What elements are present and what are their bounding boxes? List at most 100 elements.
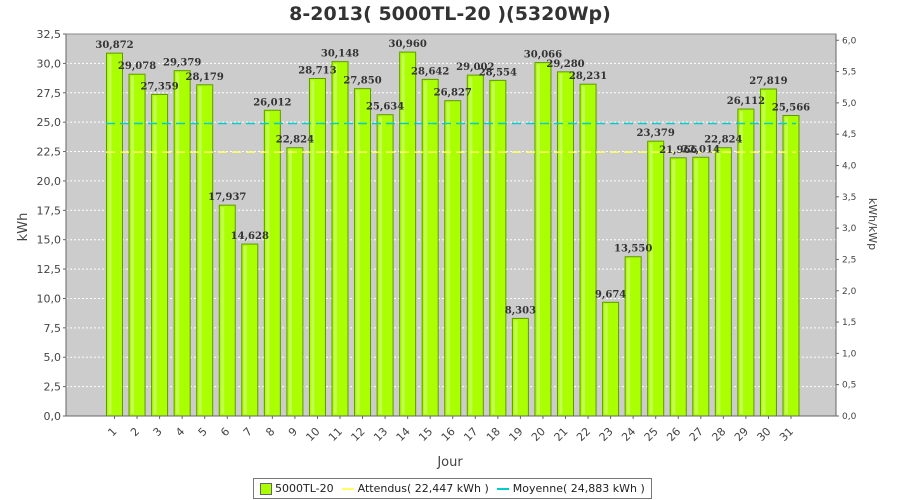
y-tick-label: 2,5	[44, 381, 62, 394]
x-tick-label: 27	[687, 425, 706, 444]
y-tick-label: 12,5	[37, 263, 62, 276]
legend-swatch	[260, 482, 272, 495]
reference-lines	[106, 122, 796, 153]
x-tick-label: 7	[241, 425, 255, 439]
data-label: 28,554	[479, 67, 517, 78]
y-tick-label: 30,0	[37, 57, 62, 70]
x-tick-label: 28	[709, 425, 728, 444]
bar-highlight	[288, 149, 292, 414]
bar-highlight	[762, 91, 766, 415]
legend-swatch-moyenne	[496, 487, 509, 490]
data-label: 21,966	[659, 145, 697, 156]
bar-highlight	[469, 77, 473, 414]
bar-highlight	[785, 117, 788, 415]
data-label: 27,850	[343, 76, 381, 87]
y-tick-label: 17,5	[37, 204, 62, 217]
bar-highlight	[311, 80, 315, 415]
x-tick-label: 5	[196, 425, 210, 439]
data-label: 28,231	[569, 71, 607, 82]
data-label: 22,824	[704, 135, 742, 146]
bar-highlight	[559, 73, 563, 414]
data-label: 25,566	[772, 103, 810, 114]
data-label: 22,824	[276, 135, 314, 146]
bar-highlight	[649, 143, 653, 414]
data-label: 30,066	[524, 50, 562, 61]
legend-label-series: 5000TL-20	[275, 482, 334, 495]
data-label: 30,872	[95, 40, 133, 51]
y-tick-label: 32,5	[37, 28, 62, 41]
bar-highlight	[266, 112, 270, 414]
bar-highlight	[153, 96, 157, 415]
y2-tick-label: 2,0	[842, 287, 857, 297]
bar-highlight	[536, 64, 540, 415]
x-tick-label: 2	[128, 425, 142, 439]
data-label: 30,960	[389, 39, 427, 50]
data-label: 26,112	[727, 96, 765, 107]
y-axis-label: kWh	[16, 213, 31, 242]
x-tick-label: 31	[777, 425, 796, 444]
data-label: 28,642	[411, 66, 449, 77]
y-tick-label: 10,0	[37, 292, 62, 305]
y-tick-label: 15,0	[37, 234, 62, 247]
legend: 5000TL-20 Attendus( 22,447 kWh ) Moyenne…	[253, 478, 652, 499]
x-tick-label: 22	[574, 425, 593, 444]
bar-highlight	[604, 304, 608, 414]
bar-highlight	[221, 207, 225, 414]
bars	[106, 51, 800, 417]
legend-swatch-attendus	[341, 487, 354, 490]
x-tick-label: 24	[619, 425, 638, 444]
legend-item-moyenne: Moyenne( 24,883 kWh )	[496, 482, 645, 495]
data-label: 25,634	[366, 102, 404, 113]
bar-highlight	[424, 81, 428, 414]
data-labels: 30,872 29,078 27,359 29,379 28,179 17,937 14,6…	[95, 39, 810, 316]
y-tick-label: 27,5	[37, 87, 62, 100]
y-axis: 0,0 2,5 5,0 7,5 10,0 12,5 15,0 17,5 20,0 22,5 25,0…	[37, 28, 67, 423]
data-label: 28,179	[186, 72, 224, 83]
bar-highlight	[401, 54, 405, 414]
bar-highlight	[198, 86, 202, 415]
y2-tick-label: 4,0	[842, 162, 857, 172]
x-tick-label: 18	[484, 425, 503, 444]
x-tick-label: 29	[732, 425, 751, 444]
x-tick-label: 1	[105, 425, 119, 439]
data-label: 8,303	[505, 305, 536, 316]
y2-tick-label: 5,0	[842, 99, 857, 109]
data-label: 30,148	[321, 49, 359, 60]
x-tick-label: 6	[218, 425, 232, 439]
x-tick-label: 8	[263, 425, 277, 439]
data-label: 29,379	[163, 58, 201, 69]
x-tick-label: 23	[597, 425, 616, 444]
data-label: 28,713	[298, 66, 336, 77]
data-label: 27,359	[140, 81, 178, 92]
bar-highlight	[108, 55, 112, 415]
x-tick-label: 3	[151, 425, 165, 439]
x-tick-label: 9	[286, 425, 300, 439]
bar-highlight	[694, 159, 698, 414]
x-tick-label: 13	[371, 425, 390, 444]
y2-tick-label: 3,0	[842, 224, 857, 234]
y2-tick-label: 4,5	[842, 130, 856, 140]
data-label: 27,819	[749, 76, 787, 87]
y-tick-label: 5,0	[44, 351, 62, 364]
x-tick-label: 20	[529, 425, 548, 444]
x-axis-label: Jour	[436, 455, 463, 470]
y2-tick-label: 3,5	[842, 193, 856, 203]
data-label: 26,012	[253, 97, 291, 108]
x-tick-label: 19	[506, 425, 525, 444]
y2-tick-label: 2,5	[842, 255, 856, 265]
data-label: 17,937	[208, 192, 246, 203]
bar-highlight	[514, 320, 518, 414]
x-tick-label: 15	[416, 425, 435, 444]
x-tick-label: 11	[326, 425, 345, 444]
legend-label-moyenne: Moyenne( 24,883 kWh )	[512, 482, 645, 495]
y2-tick-label: 0,0	[842, 412, 857, 422]
y2-tick-label: 5,5	[842, 68, 856, 78]
bar-highlight	[739, 111, 743, 415]
x-tick-label: 21	[552, 425, 571, 444]
bar-highlight	[446, 102, 450, 414]
y-tick-label: 20,0	[37, 175, 62, 188]
legend-label-attendus: Attendus( 22,447 kWh )	[357, 482, 489, 495]
x-tick-label: 30	[754, 425, 773, 444]
data-label: 13,550	[614, 244, 652, 255]
